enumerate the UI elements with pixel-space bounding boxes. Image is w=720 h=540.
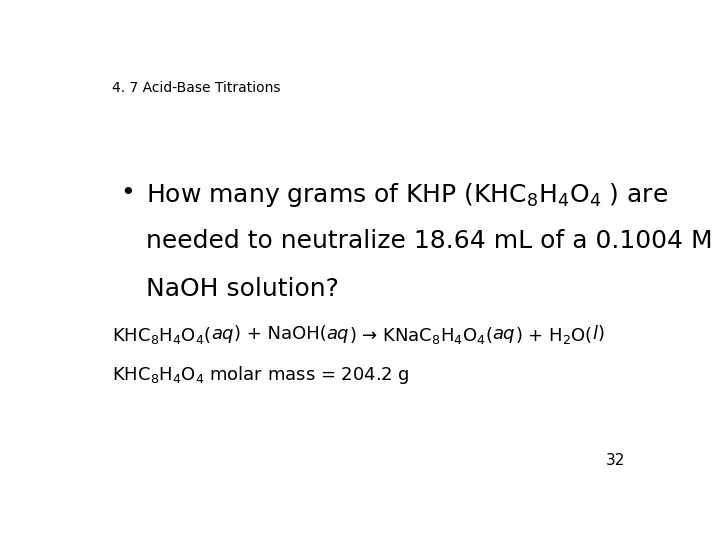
Text: •: • bbox=[121, 181, 135, 205]
Text: How many grams of KHP (KHC$_8$H$_4$O$_4$ ) are: How many grams of KHP (KHC$_8$H$_4$O$_4$… bbox=[145, 181, 668, 209]
Text: aq: aq bbox=[212, 325, 234, 343]
Text: KHC$_8$H$_4$O$_4$(: KHC$_8$H$_4$O$_4$( bbox=[112, 325, 212, 346]
Text: aq: aq bbox=[492, 325, 515, 343]
Text: ) + H$_2$O(: ) + H$_2$O( bbox=[515, 325, 593, 346]
Text: ) + NaOH(: ) + NaOH( bbox=[234, 325, 327, 343]
Text: KHC$_8$H$_4$O$_4$ molar mass = 204.2 g: KHC$_8$H$_4$O$_4$ molar mass = 204.2 g bbox=[112, 364, 409, 386]
Text: ) → KNaC$_8$H$_4$O$_4$(: ) → KNaC$_8$H$_4$O$_4$( bbox=[349, 325, 492, 346]
Text: 32: 32 bbox=[606, 453, 626, 468]
Text: 4. 7 Acid-Base Titrations: 4. 7 Acid-Base Titrations bbox=[112, 82, 281, 96]
Text: aq: aq bbox=[327, 325, 349, 343]
Text: NaOH solution?: NaOH solution? bbox=[145, 277, 338, 301]
Text: ): ) bbox=[598, 325, 605, 343]
Text: l: l bbox=[593, 325, 598, 343]
Text: needed to neutralize 18.64 mL of a 0.1004 M: needed to neutralize 18.64 mL of a 0.100… bbox=[145, 229, 712, 253]
